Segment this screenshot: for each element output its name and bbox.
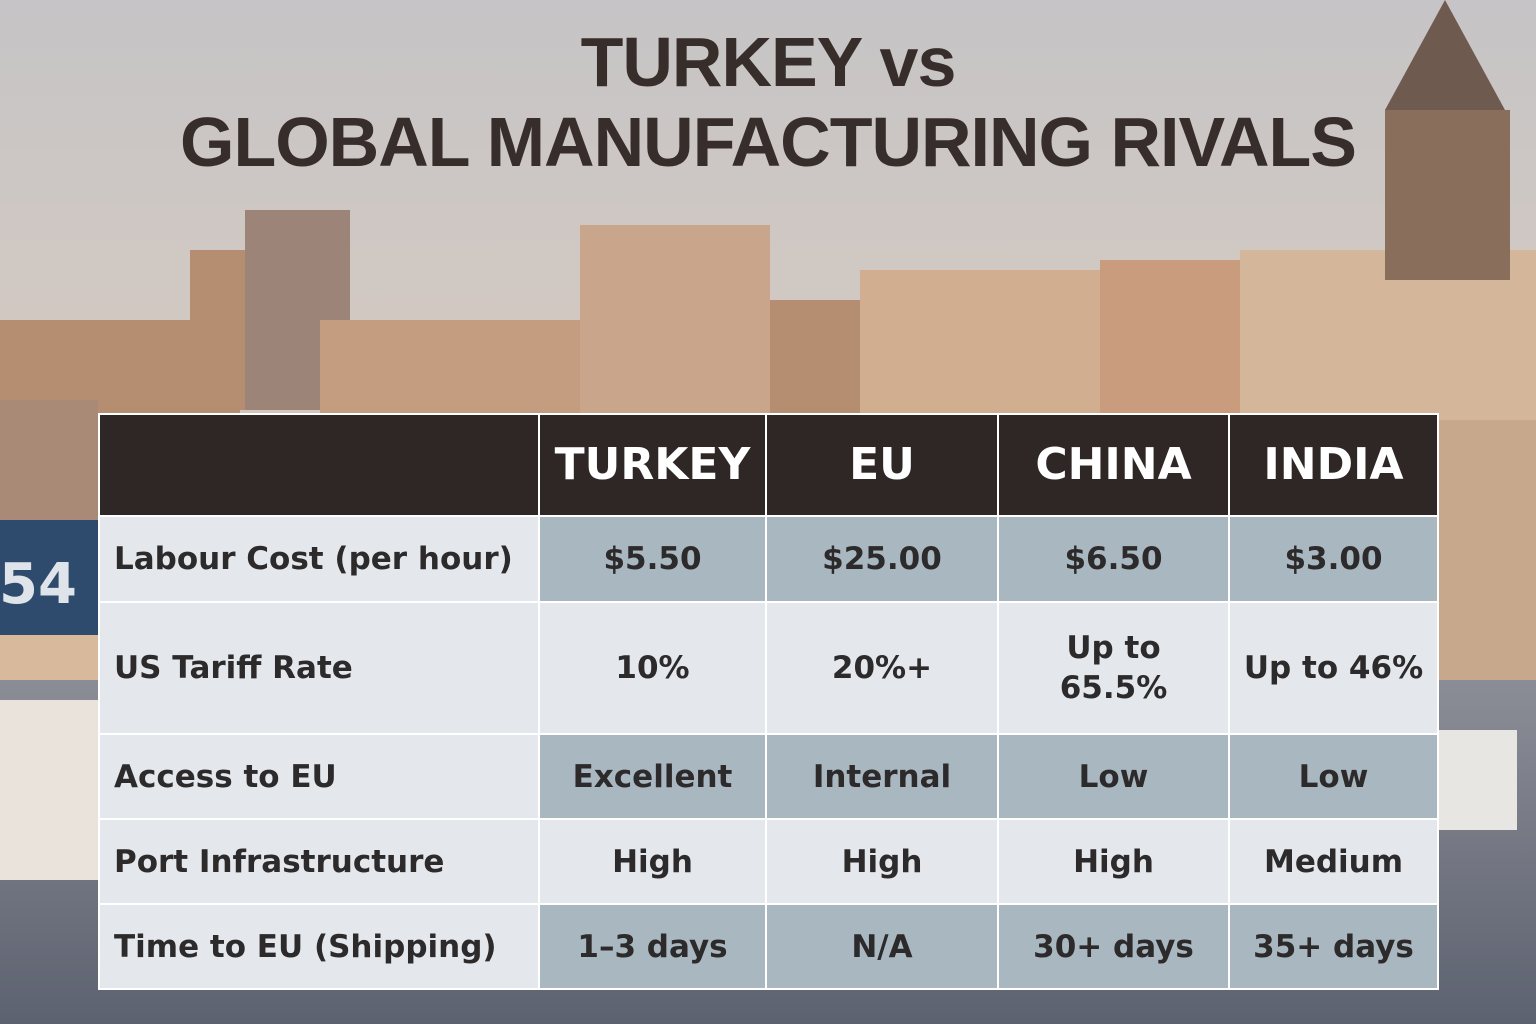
- sign-label: 54: [0, 552, 77, 617]
- row-label: Labour Cost (per hour): [98, 515, 540, 603]
- table-cell: $5.50: [538, 515, 767, 603]
- table-cell: 1–3 days: [538, 903, 767, 990]
- table-cell: $6.50: [997, 515, 1230, 603]
- row-label: US Tariff Rate: [98, 601, 540, 735]
- table-cell: Low: [1228, 733, 1439, 820]
- table-cell: 35+ days: [1228, 903, 1439, 990]
- table-cell: High: [997, 818, 1230, 905]
- comparison-table: TURKEY EU CHINA INDIA Labour Cost (per hour)…: [98, 413, 1439, 990]
- header-row: TURKEY EU CHINA INDIA: [98, 413, 1439, 517]
- row-label: Access to EU: [98, 733, 540, 820]
- table-cell: Up to 65.5%: [997, 601, 1230, 735]
- header-cell: [98, 413, 540, 517]
- table-cell: 10%: [538, 601, 767, 735]
- column-header: INDIA: [1228, 413, 1439, 517]
- table-cell: $3.00: [1228, 515, 1439, 603]
- table-cell: Medium: [1228, 818, 1439, 905]
- column-header: EU: [765, 413, 999, 517]
- table-row: Port Infrastructure High High High Medium: [98, 818, 1439, 905]
- table-row: Access to EU Excellent Internal Low Low: [98, 733, 1439, 820]
- table-cell: Excellent: [538, 733, 767, 820]
- table-cell: High: [538, 818, 767, 905]
- table-cell: Up to 46%: [1228, 601, 1439, 735]
- row-label: Time to EU (Shipping): [98, 903, 540, 990]
- title-line: GLOBAL MANUFACTURING RIVALS: [180, 103, 1357, 181]
- table-cell: High: [765, 818, 999, 905]
- title-line: TURKEY vs: [580, 23, 957, 101]
- column-header: CHINA: [997, 413, 1230, 517]
- table-cell: Low: [997, 733, 1230, 820]
- table-row: Time to EU (Shipping) 1–3 days N/A 30+ days…: [98, 903, 1439, 990]
- table-cell: Internal: [765, 733, 999, 820]
- table-cell: N/A: [765, 903, 999, 990]
- table-row: Labour Cost (per hour) $5.50 $25.00 $6.50 $3…: [98, 515, 1439, 603]
- table-cell: 20%+: [765, 601, 999, 735]
- table-row: US Tariff Rate 10% 20%+ Up to 65.5% Up to 46…: [98, 601, 1439, 735]
- table-cell: $25.00: [765, 515, 999, 603]
- row-label: Port Infrastructure: [98, 818, 540, 905]
- table-cell: 30+ days: [997, 903, 1230, 990]
- column-header: TURKEY: [538, 413, 767, 517]
